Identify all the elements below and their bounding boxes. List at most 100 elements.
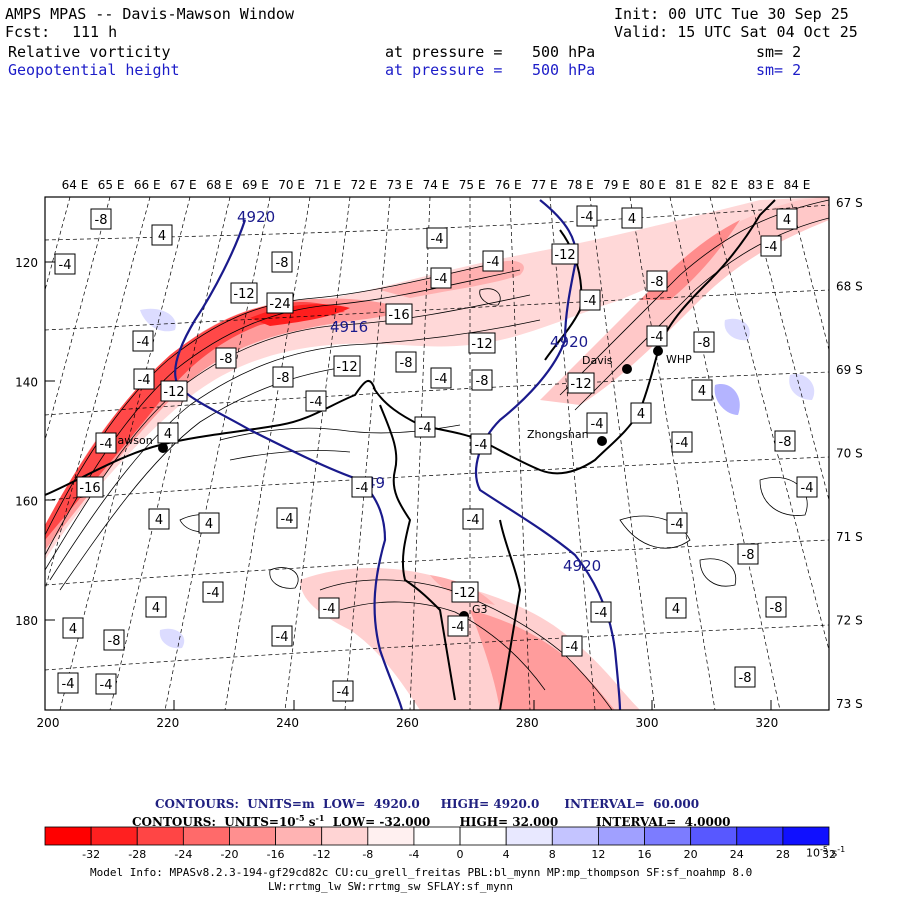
y-axis-labels: 120 140 160 180 (15, 256, 38, 628)
longitude-label: 82 E (711, 178, 738, 192)
svg-text:-4: -4 (276, 630, 289, 645)
colorbar-segment (644, 826, 692, 846)
colorbar-label: 16 (638, 848, 652, 861)
svg-text:-8: -8 (400, 356, 413, 371)
vort-label-box: -4 (305, 390, 327, 412)
svg-text:-4: -4 (801, 481, 814, 496)
svg-text:-8: -8 (108, 634, 121, 649)
colorbar-label: -20 (220, 848, 238, 861)
axis-ticks (44, 261, 772, 710)
colorbar-label: 20 (684, 848, 698, 861)
colorbar-label: 4 (503, 848, 510, 861)
vort-label-box: -8 (765, 596, 787, 618)
plot-title: AMPS MPAS -- Davis-Mawson Window (5, 5, 294, 23)
svg-text:-4: -4 (467, 513, 480, 528)
colorbar-label: -4 (408, 848, 419, 861)
x-axis-label: 280 (516, 716, 539, 730)
svg-text:-8: -8 (739, 671, 752, 686)
vort-label-box: -4 (760, 235, 782, 257)
vort-label-box: -4 (276, 507, 298, 529)
svg-text:-4: -4 (59, 258, 72, 273)
vort-label-box: 4 (665, 597, 687, 619)
field-2-pressure: 500 hPa (532, 61, 596, 79)
vort-label-box: -4 (462, 508, 484, 530)
vort-label-box: -8 (734, 666, 756, 688)
vort-label-box: 4 (62, 617, 84, 639)
vort-label-box: -24 (266, 292, 294, 314)
svg-text:4: 4 (672, 602, 680, 617)
svg-text:-4: -4 (671, 517, 684, 532)
longitude-label: 69 E (242, 178, 269, 192)
x-axis-label: 220 (156, 716, 179, 730)
station-zhongshan-label: Zhongshan (527, 428, 589, 441)
colorbar-label: 12 (591, 848, 605, 861)
vort-label-box: -8 (774, 430, 796, 452)
svg-text:-4: -4 (100, 678, 113, 693)
vort-label-box: -4 (351, 476, 373, 498)
colorbar-label: -16 (267, 848, 285, 861)
svg-text:-4: -4 (419, 421, 432, 436)
vort-label-box: -12 (333, 355, 361, 377)
longitude-label: 67 E (170, 178, 197, 192)
vorticity-labels: -8 4 -4 -8 -12 -4 -4 -4 4 -4 -24 -16 -4 -12 -8 -4 -12 -4 -… (54, 205, 818, 702)
vort-shade-pos-2 (714, 384, 740, 415)
svg-text:4: 4 (637, 407, 645, 422)
field-1-name: Relative vorticity (8, 43, 171, 61)
vort-label-box: -8 (272, 366, 294, 388)
colorbar-label: 24 (730, 848, 744, 861)
svg-text:-8: -8 (770, 601, 783, 616)
vort-label-box: 4 (691, 379, 713, 401)
station-whp-label: WHP (666, 353, 692, 366)
svg-text:-4: -4 (584, 294, 597, 309)
svg-text:-4: -4 (591, 417, 604, 432)
colorbar-labels: -32 -28 -24 -20 -16 -12 -8 -4 0 4 8 12 16 20 24 28 32 (82, 848, 836, 861)
vort-label-box: 4 (198, 512, 220, 534)
colorbar-label: 8 (549, 848, 556, 861)
vort-shade-pos-3 (724, 318, 750, 341)
vort-contours (45, 199, 829, 710)
longitude-label: 66 E (134, 178, 161, 192)
vort-label-box: -4 (561, 635, 583, 657)
vort-label-box: -8 (395, 351, 417, 373)
svg-text:-4: -4 (100, 437, 113, 452)
vort-label-box: 4 (621, 207, 643, 229)
colorbar-segment (598, 826, 645, 846)
colorbar-unit: 10-5 s-1 (806, 845, 846, 860)
vort-label-box: -12 (468, 332, 496, 354)
vort-label-box: -4 (430, 267, 452, 289)
vort-label-box: -12 (567, 372, 595, 394)
svg-text:4: 4 (698, 384, 706, 399)
height-contour-info: CONTOURS: UNITS=m LOW= 4920.0 HIGH= 4920… (155, 797, 700, 811)
field-2-smoothing: sm= 2 (756, 61, 802, 79)
height-label-1: 4920 (237, 208, 275, 226)
station-whp-marker (653, 346, 663, 356)
svg-text:-4: -4 (765, 240, 778, 255)
svg-text:4: 4 (152, 601, 160, 616)
init-time: Init: 00 UTC Tue 30 Sep 25 (614, 5, 849, 23)
longitude-label: 74 E (423, 178, 450, 192)
y-axis-label: 120 (15, 256, 38, 270)
vort-label-box: -16 (385, 303, 413, 325)
station-mawson-marker (158, 443, 168, 453)
longitude-label: 83 E (748, 178, 775, 192)
svg-text:-8: -8 (742, 548, 755, 563)
height-label-3: 4920 (563, 557, 601, 575)
longitude-label: 70 E (278, 178, 305, 192)
svg-text:4: 4 (69, 622, 77, 637)
svg-text:-12: -12 (471, 337, 492, 352)
vort-label-box: -12 (230, 282, 258, 304)
vort-label-box: -8 (103, 629, 125, 651)
svg-text:-4: -4 (435, 272, 448, 287)
latitude-label: 72 S (836, 614, 863, 628)
colorbar-label: 32 (822, 848, 836, 861)
longitude-label: 64 E (62, 178, 89, 192)
field-1-pressure: 500 hPa (532, 43, 596, 61)
vort-label-box: -4 (202, 581, 224, 603)
colorbar-segment (90, 826, 138, 846)
svg-text:-4: -4 (487, 255, 500, 270)
y-axis-label: 180 (15, 614, 38, 628)
svg-text:-4: -4 (475, 438, 488, 453)
latitude-label: 67 S (836, 196, 863, 210)
longitude-label: 72 E (350, 178, 377, 192)
